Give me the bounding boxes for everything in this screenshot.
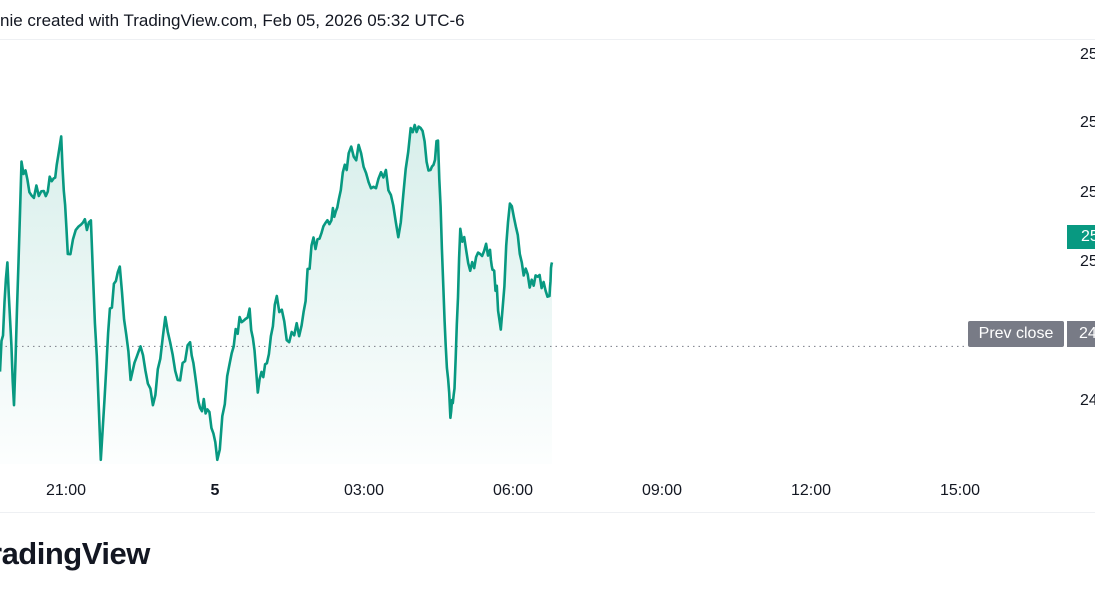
- chart-header: nie created with TradingView.com, Feb 05…: [0, 0, 1095, 40]
- time-axis-divider: [0, 512, 1095, 513]
- tradingview-logo: radingView: [0, 536, 150, 571]
- time-axis-label: 21:00: [45, 482, 87, 499]
- series-area-fill: [0, 125, 552, 464]
- time-axis-label: 12:00: [790, 482, 832, 499]
- time-axis-label: 15:00: [939, 482, 981, 499]
- series-line: [0, 123, 554, 462]
- prev-close-label: Prev close: [968, 321, 1064, 347]
- price-axis-label: 25: [1080, 46, 1095, 63]
- price-axis-label: 25: [1080, 114, 1095, 131]
- header-caption: nie created with TradingView.com, Feb 05…: [0, 11, 465, 30]
- price-axis-label: 24: [1080, 392, 1095, 409]
- price-axis-label: 25: [1080, 253, 1095, 270]
- price-axis-label: 25: [1080, 184, 1095, 201]
- time-axis-label: 06:00: [492, 482, 534, 499]
- current-price-badge: 25: [1067, 225, 1095, 249]
- time-axis-label: 09:00: [641, 482, 683, 499]
- prev-close-value: 24: [1067, 321, 1095, 347]
- time-axis-label: 5: [210, 482, 220, 499]
- time-axis-label: 03:00: [343, 482, 385, 499]
